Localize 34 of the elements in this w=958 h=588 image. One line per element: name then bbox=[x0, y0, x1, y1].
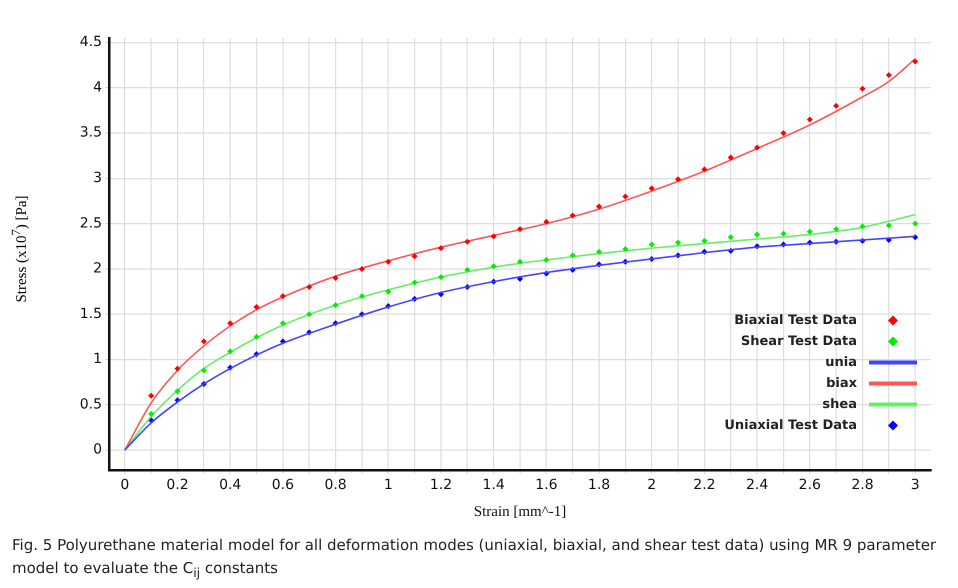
x-tick-label: 0 bbox=[120, 477, 130, 494]
y-tick-label: 2.5 bbox=[80, 215, 102, 232]
x-tick-label: 1.2 bbox=[430, 477, 452, 494]
x-tick-label: 1 bbox=[384, 477, 393, 494]
y-tick-label: 2 bbox=[93, 260, 102, 277]
y-tick-label: 1 bbox=[93, 351, 102, 368]
x-tick-label: 2.2 bbox=[693, 477, 716, 494]
legend-label: shea bbox=[822, 396, 857, 412]
y-tick-label: 4 bbox=[93, 79, 102, 96]
x-tick-label: 2 bbox=[647, 477, 656, 494]
x-tick-label: 2.4 bbox=[746, 477, 768, 494]
legend-label: Uniaxial Test Data bbox=[724, 418, 857, 433]
y-tick-label: 0.5 bbox=[80, 396, 102, 412]
caption: Fig. 5 Polyurethane material model for all deformation modes (uniaxial, biaxial, and shear test data) using MR 9 parameter model to evaluate the C$_{ij}$ constants bbox=[12, 535, 938, 582]
legend-label: unia bbox=[825, 354, 857, 370]
x-tick-label: 0.6 bbox=[272, 477, 294, 494]
x-axis-title: Strain [mm^-1] bbox=[474, 504, 566, 520]
x-tick-label: 2.6 bbox=[798, 477, 822, 494]
x-tick-label: 3 bbox=[910, 477, 920, 494]
x-tick-label: 1.8 bbox=[588, 477, 610, 494]
y-tick-label: 4.5 bbox=[80, 34, 102, 50]
x-tick-label: 1.4 bbox=[482, 477, 505, 494]
y-tick-label: 3 bbox=[93, 170, 102, 186]
x-tick-label: 2.8 bbox=[851, 477, 874, 494]
x-tick-label: 0.8 bbox=[324, 477, 347, 494]
x-tick-label: 0.2 bbox=[166, 477, 189, 494]
legend-label: biax bbox=[826, 376, 858, 391]
legend-label: Biaxial Test Data bbox=[734, 312, 857, 328]
y-tick-label: 1.5 bbox=[80, 306, 102, 322]
y-tick-label: 0 bbox=[93, 442, 102, 458]
legend-label: Shear Test Data bbox=[740, 334, 857, 349]
x-tick-label: 1.6 bbox=[535, 477, 558, 494]
x-tick-label: 0.4 bbox=[219, 477, 242, 494]
y-tick-label: 3.5 bbox=[80, 124, 102, 141]
